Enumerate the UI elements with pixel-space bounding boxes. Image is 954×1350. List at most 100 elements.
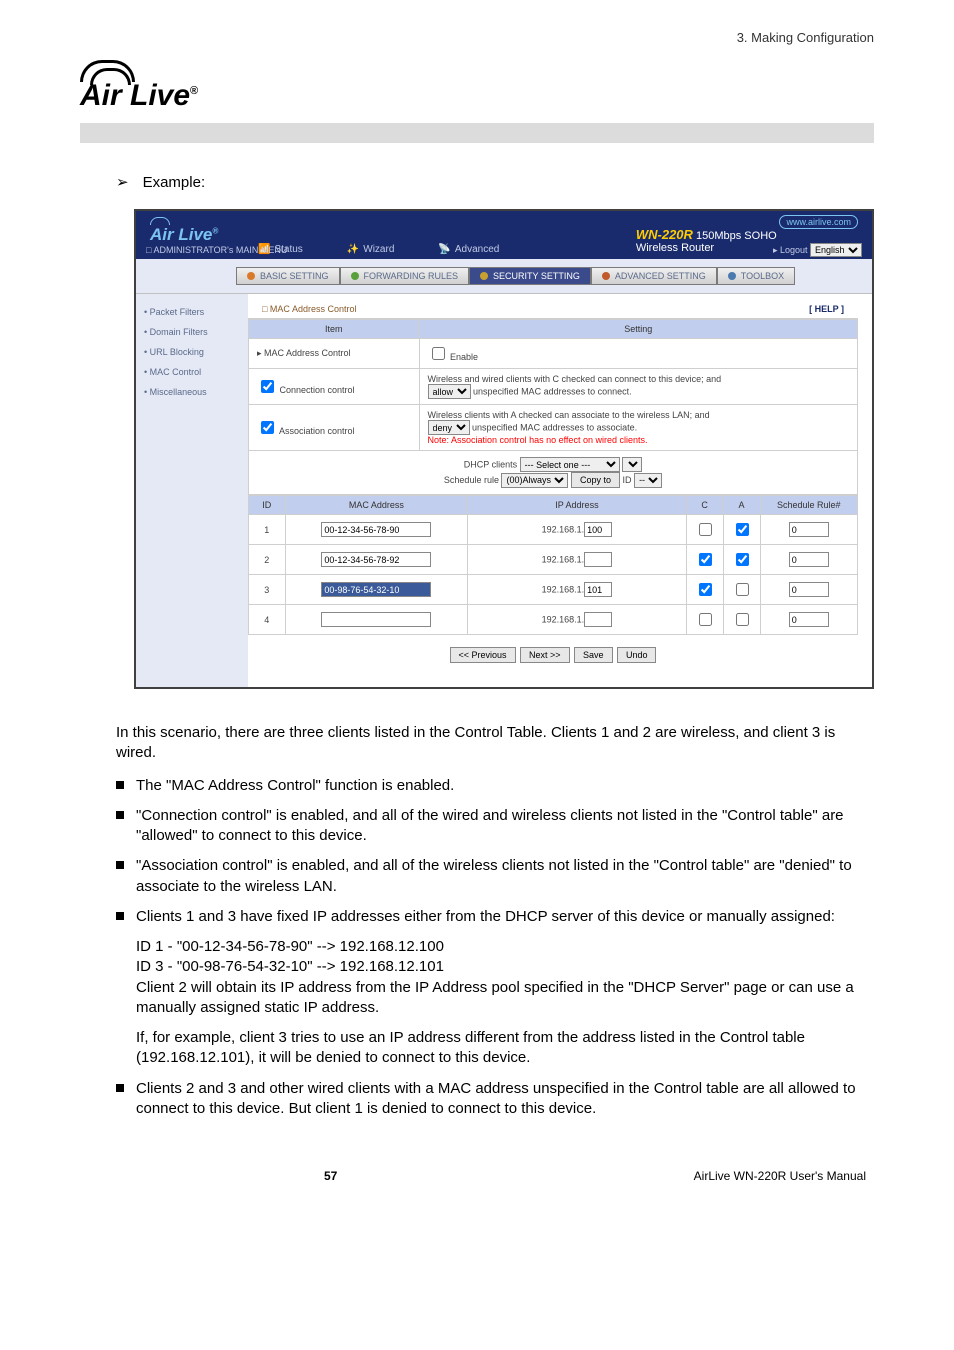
conn-select[interactable]: allow xyxy=(428,384,471,399)
sidebar-domain-filters[interactable]: • Domain Filters xyxy=(136,322,248,342)
enable-checkbox[interactable] xyxy=(432,347,445,360)
mac-input-4[interactable] xyxy=(321,612,431,627)
cell-ip-2: 192.168.1. xyxy=(468,545,686,575)
c-checkbox-2[interactable] xyxy=(699,553,712,566)
cell-sr-2 xyxy=(760,545,857,575)
sidebar-packet-filters[interactable]: • Packet Filters xyxy=(136,302,248,322)
ss-body: • Packet Filters • Domain Filters • URL … xyxy=(136,294,872,687)
cell-sr-4 xyxy=(760,605,857,635)
conn-desc-pre: Wireless and wired clients with C checke… xyxy=(428,374,722,384)
sidebar-misc[interactable]: • Miscellaneous xyxy=(136,382,248,402)
sub-block-1: ID 1 - "00-12-34-56-78-90" --> 192.168.1… xyxy=(116,937,874,1018)
bullet-list: The "MAC Address Control" function is en… xyxy=(116,776,874,928)
conn-label: Connection control xyxy=(280,385,355,395)
c-checkbox-3[interactable] xyxy=(699,583,712,596)
ss-menu-advanced-label: Advanced xyxy=(455,244,499,255)
bullet-4: Clients 1 and 3 have fixed IP addresses … xyxy=(116,907,874,927)
sub1-line2: ID 3 - "00-98-76-54-32-10" --> 192.168.1… xyxy=(136,958,444,975)
tab-forwarding[interactable]: FORWARDING RULES xyxy=(340,267,470,285)
ss-buttonrow: << Previous Next >> Save Undo xyxy=(248,635,858,673)
cell-c-4 xyxy=(686,605,723,635)
tab-basic[interactable]: BASIC SETTING xyxy=(236,267,340,285)
id-label: ID xyxy=(623,475,632,485)
a-checkbox-2[interactable] xyxy=(736,553,749,566)
ss-tabs: BASIC SETTING FORWARDING RULES SECURITY … xyxy=(236,267,872,285)
dhcp-id-select[interactable] xyxy=(622,457,642,472)
ss-logo: Air Live® xyxy=(150,217,218,245)
tab-advanced[interactable]: ADVANCED SETTING xyxy=(591,267,717,285)
sr-input-4[interactable] xyxy=(789,612,829,627)
cell-c-2 xyxy=(686,545,723,575)
th-setting: Setting xyxy=(419,320,857,339)
assoc-label: Association control xyxy=(279,426,355,436)
ss-logo-text: Air Live xyxy=(150,225,212,244)
logo-text: Air Live® xyxy=(80,79,874,113)
cell-a-4 xyxy=(723,605,760,635)
client-row-1: 1 192.168.1. xyxy=(249,515,858,545)
ip-input-4[interactable] xyxy=(584,612,612,627)
ip-input-1[interactable] xyxy=(584,522,612,537)
copy-to-button[interactable]: Copy to xyxy=(571,472,620,488)
prev-button[interactable]: << Previous xyxy=(450,647,516,663)
ss-sidebar: • Packet Filters • Domain Filters • URL … xyxy=(136,294,248,687)
cell-id-3: 3 xyxy=(249,575,286,605)
registered-icon: ® xyxy=(190,85,198,97)
ss-help-link[interactable]: [ HELP ] xyxy=(809,304,844,314)
sr-input-2[interactable] xyxy=(789,552,829,567)
mac-input-3[interactable] xyxy=(321,582,431,597)
security-icon xyxy=(480,272,488,280)
ip-prefix-1: 192.168.1. xyxy=(542,525,585,535)
client-row-2: 2 192.168.1. xyxy=(249,545,858,575)
c-checkbox-4[interactable] xyxy=(699,613,712,626)
tab-toolbox[interactable]: TOOLBOX xyxy=(717,267,795,285)
advanced-tab-icon xyxy=(602,272,610,280)
ip-input-3[interactable] xyxy=(584,582,612,597)
save-button[interactable]: Save xyxy=(574,647,613,663)
sr-input-1[interactable] xyxy=(789,522,829,537)
bullet-list-2: Clients 2 and 3 and other wired clients … xyxy=(116,1079,874,1120)
a-checkbox-1[interactable] xyxy=(736,523,749,536)
ss-topbar: Air Live® www.airlive.com WN-220R 150Mbp… xyxy=(136,211,872,259)
tab-toolbox-label: TOOLBOX xyxy=(741,271,784,281)
tab-advanced-label: ADVANCED SETTING xyxy=(615,271,706,281)
ip-input-2[interactable] xyxy=(584,552,612,567)
row-association-control: Association control Wireless clients wit… xyxy=(249,405,858,451)
a-checkbox-4[interactable] xyxy=(736,613,749,626)
client-row-4: 4 192.168.1. xyxy=(249,605,858,635)
basic-icon xyxy=(247,272,255,280)
id-select[interactable]: -- xyxy=(634,473,662,488)
ss-model-name: WN-220R xyxy=(636,227,693,242)
cell-id-2: 2 xyxy=(249,545,286,575)
undo-button[interactable]: Undo xyxy=(617,647,657,663)
cell-a-3 xyxy=(723,575,760,605)
mac-input-1[interactable] xyxy=(321,522,431,537)
tab-basic-label: BASIC SETTING xyxy=(260,271,329,281)
sidebar-url-blocking[interactable]: • URL Blocking xyxy=(136,342,248,362)
sidebar-mac-control[interactable]: • MAC Control xyxy=(136,362,248,382)
assoc-checkbox[interactable] xyxy=(261,421,274,434)
c-checkbox-1[interactable] xyxy=(699,523,712,536)
a-checkbox-3[interactable] xyxy=(736,583,749,596)
sr-input-3[interactable] xyxy=(789,582,829,597)
tab-security[interactable]: SECURITY SETTING xyxy=(469,267,591,285)
ss-main: □ MAC Address Control [ HELP ] Item Sett… xyxy=(248,294,872,687)
sched-select[interactable]: (00)Always xyxy=(501,473,568,488)
assoc-select[interactable]: deny xyxy=(428,420,470,435)
mac-input-2[interactable] xyxy=(321,552,431,567)
ss-menu-wizard-label: Wizard xyxy=(363,244,394,255)
dhcp-select[interactable]: --- Select one --- xyxy=(520,457,620,472)
th-a: A xyxy=(723,496,760,515)
next-button[interactable]: Next >> xyxy=(520,647,570,663)
forwarding-icon xyxy=(351,272,359,280)
page-footer: 57 AirLive WN-220R User's Manual xyxy=(116,1169,874,1183)
ss-admin-label: ADMINISTRATOR's MAIN MENU xyxy=(146,245,287,255)
ss-menu-advanced[interactable]: 📡Advanced xyxy=(416,240,521,259)
cell-conn-setting: Wireless and wired clients with C checke… xyxy=(419,369,857,405)
th-c: C xyxy=(686,496,723,515)
conn-checkbox[interactable] xyxy=(261,380,274,393)
assoc-desc-post: unspecified MAC addresses to associate. xyxy=(472,423,637,433)
sched-label: Schedule rule xyxy=(444,475,499,485)
cell-assoc-setting: Wireless clients with A checked can asso… xyxy=(419,405,857,451)
ss-menu-wizard[interactable]: ✨Wizard xyxy=(325,240,417,259)
example-label: Example: xyxy=(143,174,206,191)
